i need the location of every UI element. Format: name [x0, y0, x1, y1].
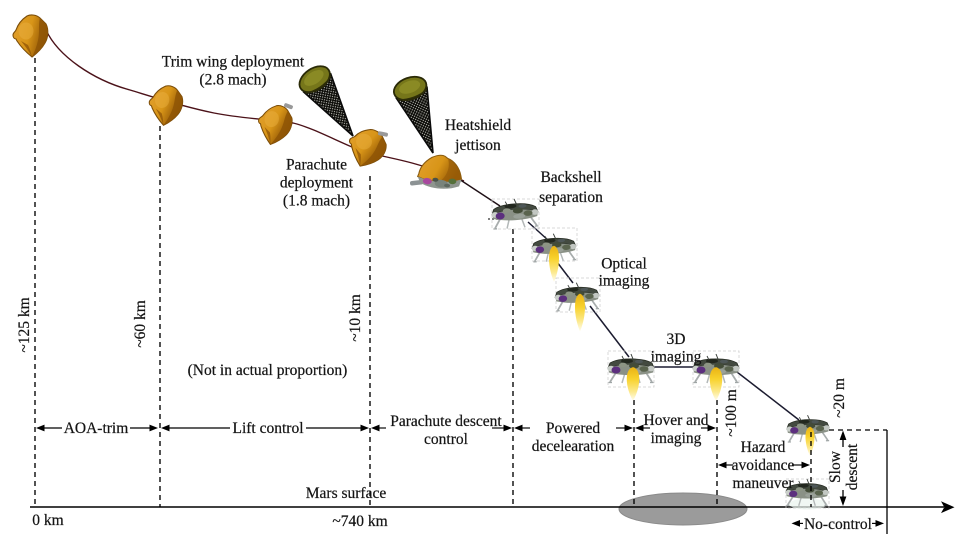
svg-text:3D: 3D [667, 331, 686, 348]
svg-text:0 km: 0 km [32, 512, 63, 529]
svg-text:imaging: imaging [651, 430, 702, 447]
svg-text:descent: descent [844, 443, 861, 490]
svg-text:deployment: deployment [280, 175, 354, 192]
svg-text:Slow: Slow [827, 450, 844, 483]
svg-text:~100 m: ~100 m [723, 389, 740, 437]
svg-text:Optical: Optical [601, 256, 647, 273]
svg-text:Hazard: Hazard [741, 439, 786, 456]
svg-text:Powered: Powered [546, 420, 600, 437]
svg-text:~60 km: ~60 km [132, 300, 149, 348]
svg-text:~125 km: ~125 km [16, 297, 33, 352]
svg-text:jettison: jettison [454, 137, 501, 154]
svg-text:(1.8 mach): (1.8 mach) [283, 193, 350, 210]
svg-text:Lift control: Lift control [232, 420, 303, 437]
svg-text:maneuver: maneuver [732, 475, 794, 492]
svg-text:~20 m: ~20 m [831, 378, 848, 418]
svg-text:(Not in actual proportion): (Not in actual proportion) [188, 362, 348, 379]
svg-text:Trim wing deployment: Trim wing deployment [162, 54, 305, 71]
svg-text:Hover and: Hover and [644, 412, 709, 429]
svg-text:~10 km: ~10 km [347, 294, 364, 342]
svg-text:(2.8 mach): (2.8 mach) [199, 72, 266, 89]
svg-text:control: control [424, 431, 468, 448]
svg-text:imaging: imaging [651, 349, 702, 366]
svg-text:separation: separation [539, 189, 603, 206]
svg-text:Parachute: Parachute [286, 157, 347, 174]
svg-text:AOA-trim: AOA-trim [64, 420, 129, 437]
svg-text:~740 km: ~740 km [332, 513, 387, 530]
svg-text:avoidance: avoidance [732, 457, 795, 474]
svg-text:Heatshield: Heatshield [445, 117, 512, 134]
svg-text:imaging: imaging [599, 273, 650, 290]
svg-text:decelearation: decelearation [532, 438, 615, 455]
svg-text:Parachute descent: Parachute descent [390, 413, 502, 430]
svg-text:No-control: No-control [804, 516, 872, 533]
svg-text:Mars surface: Mars surface [306, 485, 387, 502]
svg-text:Backshell: Backshell [540, 169, 601, 186]
